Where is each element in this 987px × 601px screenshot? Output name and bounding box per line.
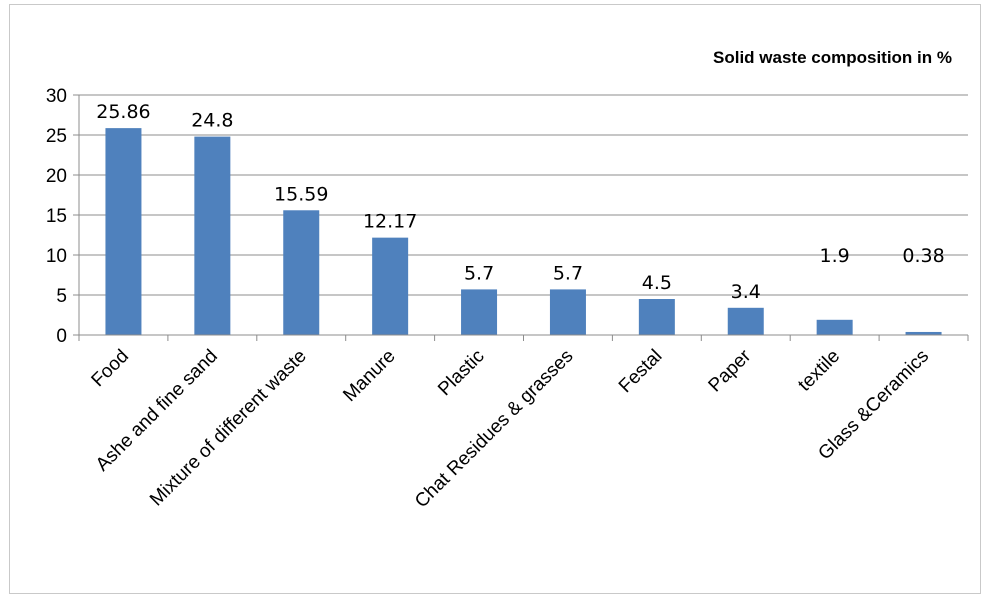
y-tick-label: 10: [46, 246, 67, 267]
data-label: 15.59: [274, 183, 328, 205]
y-tick-label: 5: [56, 286, 67, 307]
bar: [727, 307, 764, 335]
chart-title: Solid waste composition in %: [713, 48, 952, 67]
data-label: 12.17: [363, 211, 417, 233]
data-label: 3.4: [731, 281, 761, 303]
bar: [105, 128, 142, 335]
x-tick-label: Mixture of different waste: [146, 346, 311, 511]
data-label: 5.7: [464, 262, 494, 284]
bar: [816, 319, 853, 335]
y-tick-labels: 0 5 10 15 20 25 30: [46, 86, 67, 347]
data-label: 0.38: [902, 245, 944, 267]
data-label: 25.86: [96, 101, 150, 123]
y-tick-label: 15: [46, 206, 67, 227]
bars: [105, 128, 942, 335]
bar: [194, 136, 231, 335]
y-tick-label: 0: [56, 326, 67, 347]
bar: [283, 210, 320, 335]
data-label: 24.8: [191, 110, 233, 132]
x-tick-label: Food: [88, 346, 133, 391]
x-tick-label: textile: [794, 346, 844, 396]
bar: [549, 289, 586, 335]
data-labels: 25.86 24.8 15.59 12.17 5.7 5.7 4.5 3.4 1.9 0.38: [96, 101, 944, 303]
axes: [73, 94, 969, 341]
y-tick-label: 30: [46, 86, 67, 107]
data-label: 1.9: [820, 245, 850, 267]
x-tick-label: Manure: [339, 346, 399, 406]
y-tick-label: 20: [46, 166, 67, 187]
bar: [905, 331, 942, 335]
x-tick-label: Festal: [615, 346, 666, 397]
y-tick-label: 25: [46, 126, 67, 147]
data-label: 4.5: [642, 272, 672, 294]
bar: [372, 237, 409, 335]
bar: [638, 299, 675, 335]
bar: [461, 289, 498, 335]
x-tick-label: Chat Residues & grasses: [411, 346, 577, 512]
x-tick-label: Plastic: [434, 346, 488, 400]
x-tick-label: Paper: [705, 345, 756, 396]
data-label: 5.7: [553, 262, 583, 284]
